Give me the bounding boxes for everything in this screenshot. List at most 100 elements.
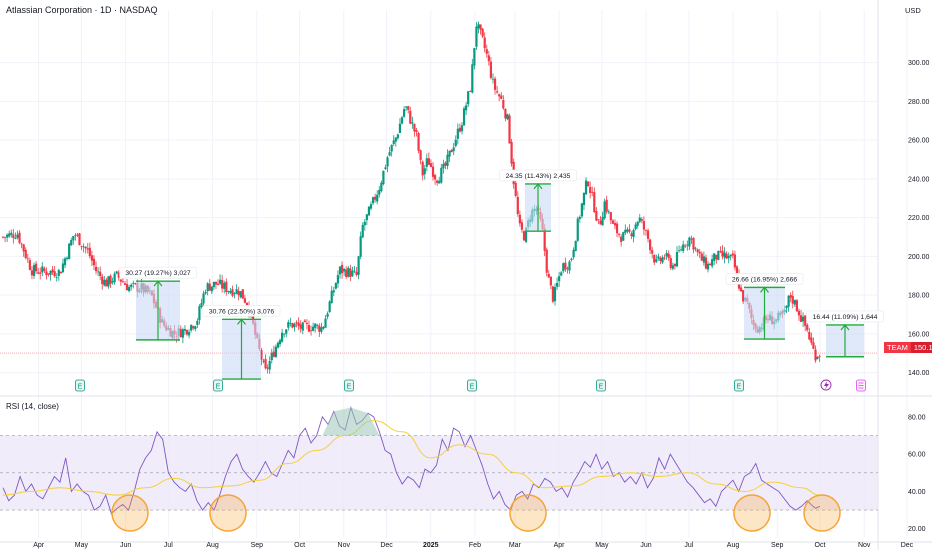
candle-body [566,268,569,270]
candle-body [208,283,211,291]
candle-body [518,214,521,224]
candle-body [94,266,98,272]
time-axis-label: May [75,542,89,549]
candle-body [496,91,499,93]
candle-body [520,222,524,230]
candle-body [725,253,728,259]
candle-body [421,161,424,176]
candle-body [597,219,600,221]
candle-body [508,115,511,144]
candle-body [68,243,71,260]
ticker-symbol: TEAM [884,342,911,353]
candle-body [816,357,819,359]
candle-body [384,167,387,169]
time-axis-label: Mar [509,542,522,549]
candle-body [584,180,588,195]
candle-body [795,300,799,312]
candle-body [367,206,371,216]
candle-body [231,289,234,296]
candle-body [560,272,563,276]
candle-body [504,108,507,119]
candle-body [632,230,635,237]
candle-body [405,106,408,108]
candle-body [198,306,201,321]
candle-body [295,322,298,324]
earnings-label: E [78,384,83,391]
candle-body [34,263,38,272]
candle-body [655,259,658,262]
candle-body [669,258,672,268]
measure-arrow-head [533,182,543,190]
candle-body [553,287,557,302]
candle-body [665,252,668,257]
candle-body [467,91,470,105]
candle-body [49,270,52,275]
rsi-oversold-highlight [509,494,547,532]
candle-body [564,262,567,270]
measure-label-bg [202,305,281,317]
candle-body [692,237,695,250]
candle-body [113,273,116,283]
candle-body [489,61,493,78]
candle-body [3,237,7,238]
candle-body [212,281,215,288]
candle-body [682,244,685,251]
candle-body [65,257,69,259]
candle-body [686,244,689,246]
candle-body [347,267,350,277]
time-axis-label: Jul [684,542,693,549]
candle-body [235,289,238,294]
candle-body [483,37,486,49]
currency-label: USD [905,6,921,15]
candle-body [487,55,490,62]
rsi-title[interactable]: RSI (14, close) [6,402,59,411]
candle-body [121,281,125,283]
candle-body [713,253,716,261]
candle-body [57,270,60,276]
candle-body [465,105,468,111]
candle-body [343,268,346,272]
candle-body [562,263,565,272]
candle-body [444,162,447,166]
candle-body [179,328,182,338]
candle-body [97,271,100,273]
candle-body [210,286,213,292]
candle-body [419,150,422,160]
candle-body [396,134,399,139]
candle-body [10,232,13,235]
candle-body [312,326,315,331]
candle-body [479,24,482,30]
candle-body [582,192,586,206]
candle-body [415,130,418,132]
candle-body [618,233,621,235]
time-axis-label: Jun [120,542,131,549]
candle-body [262,360,265,362]
candle-body [589,186,592,193]
candle-body [227,291,230,292]
candle-body [270,352,273,361]
rsi-oversold-highlight [209,494,247,532]
candle-body [340,264,344,274]
candle-body [787,295,790,307]
price-axis-label: 220.00 [908,215,930,222]
candle-body [101,276,104,285]
candle-body [90,255,94,261]
candle-body [225,281,228,293]
candle-body [369,204,373,209]
rsi-line [2,406,821,515]
candle-body [442,163,445,169]
candle-body [204,291,207,294]
price-axis-label: 180.00 [908,293,930,300]
candle-body [221,280,224,289]
candle-body [719,250,722,252]
candle-body [22,244,25,252]
candle-body [41,266,44,273]
candle-body [653,254,656,263]
candle-body [266,367,269,369]
candle-body [586,181,590,187]
candle-body [702,256,705,263]
candle-body [202,293,205,304]
candle-body [363,221,366,226]
measure-arrow-head [237,318,246,325]
